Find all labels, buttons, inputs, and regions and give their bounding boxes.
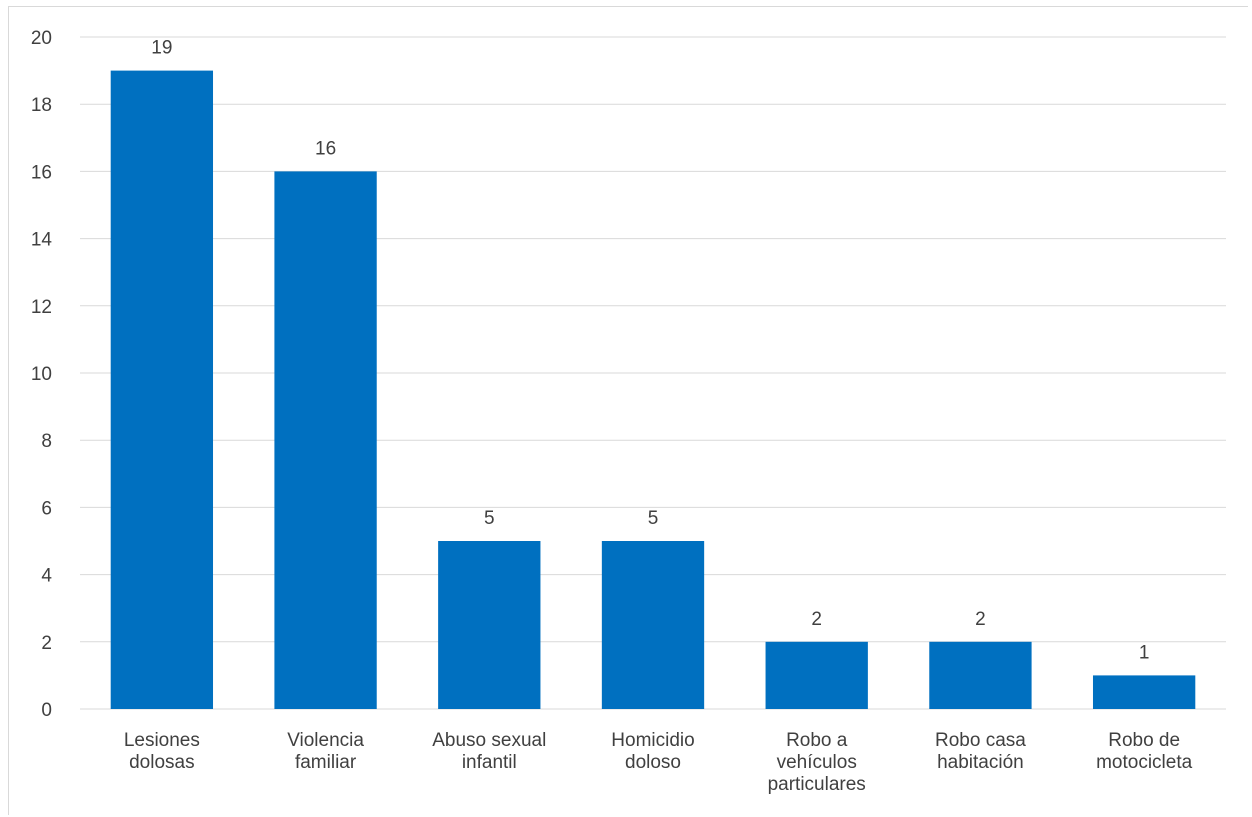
y-tick-label: 8 — [41, 431, 52, 452]
y-axis-tick-labels: 0 2 4 6 8 10 12 14 16 18 20 — [31, 28, 53, 721]
data-label: 2 — [811, 609, 822, 630]
category-label-line: Robo a — [786, 730, 848, 751]
category-label-line: familiar — [295, 752, 357, 773]
y-tick-label: 12 — [31, 297, 52, 318]
category-label-line: vehículos — [777, 752, 857, 773]
bar — [601, 541, 705, 709]
y-tick-label: 14 — [31, 230, 53, 251]
y-tick-label: 18 — [31, 95, 52, 116]
data-label: 19 — [151, 38, 172, 59]
category-label-line: Lesiones — [124, 730, 200, 751]
data-label: 1 — [1139, 642, 1150, 663]
category-label-line: dolosas — [129, 752, 195, 773]
category-label: Robo casa habitación — [935, 730, 1026, 773]
y-tick-label: 0 — [41, 700, 52, 721]
bar — [110, 70, 214, 710]
x-axis-category-labels: Lesiones dolosas Violencia familiar Abuso se… — [124, 730, 1193, 795]
bar — [1092, 675, 1196, 709]
y-tick-label: 2 — [41, 633, 52, 654]
category-label-line: doloso — [625, 752, 681, 773]
data-label: 16 — [315, 138, 336, 159]
y-tick-label: 6 — [41, 498, 52, 519]
category-label-line: Homicidio — [611, 730, 694, 751]
bar — [929, 641, 1032, 709]
bar — [274, 171, 377, 709]
category-label-line: Abuso sexual — [432, 730, 546, 751]
chart-frame — [8, 6, 1248, 815]
category-label-line: Robo casa — [935, 730, 1026, 751]
category-label-line: motocicleta — [1096, 752, 1193, 773]
data-label: 2 — [975, 609, 986, 630]
bar — [438, 541, 541, 709]
y-tick-label: 16 — [31, 162, 52, 183]
category-label: Homicidio doloso — [611, 730, 694, 773]
category-label: Lesiones dolosas — [124, 730, 200, 773]
category-label-line: habitación — [937, 752, 1024, 773]
category-label-line: Robo de — [1108, 730, 1180, 751]
category-label: Robo de motocicleta — [1096, 730, 1193, 773]
data-label: 5 — [484, 508, 495, 529]
y-tick-label: 4 — [41, 566, 52, 587]
y-tick-label: 20 — [31, 28, 52, 49]
category-label: Robo a vehículos particulares — [768, 730, 866, 795]
category-label-line: particulares — [768, 774, 866, 795]
data-label: 5 — [648, 508, 659, 529]
data-labels: 19 16 5 5 2 2 1 — [151, 38, 1149, 664]
category-label: Abuso sexual infantil — [432, 730, 546, 773]
y-tick-label: 10 — [31, 364, 52, 385]
bars — [110, 70, 1196, 710]
category-label-line: infantil — [462, 752, 517, 773]
category-label-line: Violencia — [287, 730, 364, 751]
category-label: Violencia familiar — [287, 730, 364, 773]
bar — [765, 641, 868, 709]
